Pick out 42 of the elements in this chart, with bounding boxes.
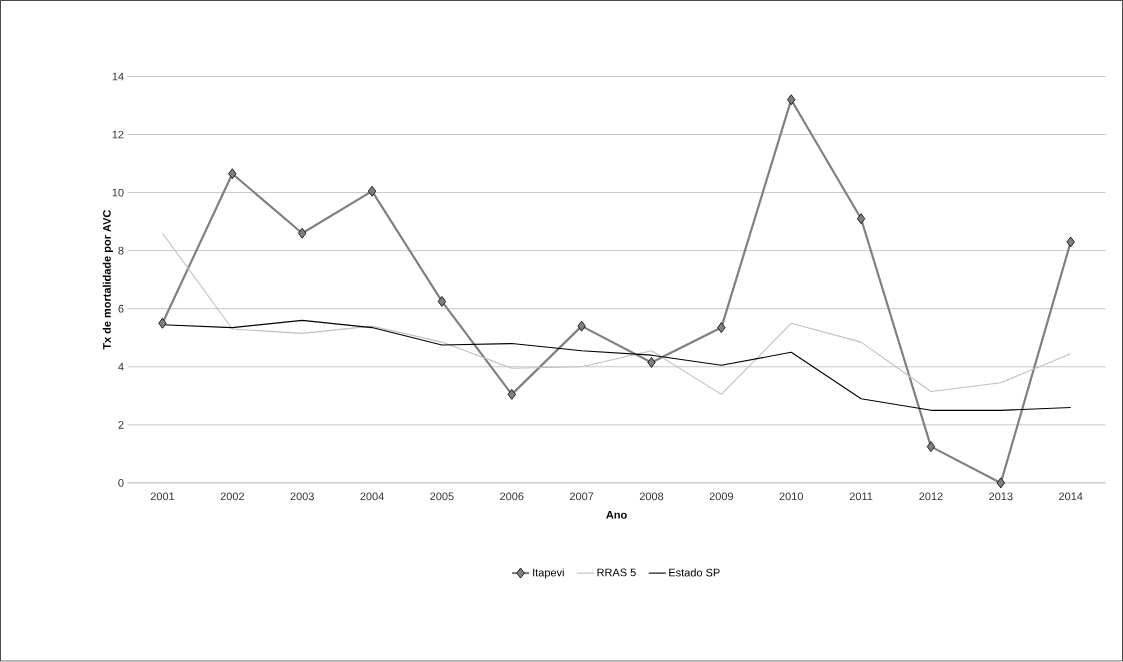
y-tick-label: 0 xyxy=(118,479,124,488)
x-axis-title: Ano xyxy=(606,511,627,519)
x-tick-label: 2010 xyxy=(779,492,803,501)
point xyxy=(1066,236,1075,248)
y-tick-label: 10 xyxy=(112,188,124,197)
x-tick-label: 2003 xyxy=(290,492,314,501)
point xyxy=(717,322,726,334)
x-tick-label: 2012 xyxy=(919,492,943,501)
x-tick-label: 2014 xyxy=(1059,492,1083,501)
y-tick-label: 2 xyxy=(118,421,124,429)
point xyxy=(856,213,866,225)
line-series xyxy=(161,232,1072,396)
point xyxy=(787,94,796,106)
legend-label: Itapevi xyxy=(533,568,564,579)
point xyxy=(507,389,516,401)
x-tick-label: 2001 xyxy=(150,492,175,501)
x-tick-label: 2002 xyxy=(220,492,244,501)
x-tick-label: 2006 xyxy=(500,492,524,501)
y-axis-title: Tx de mortalidade por AVC xyxy=(102,210,113,350)
x-tick-label: 2007 xyxy=(569,492,594,501)
x-tick-label: 2005 xyxy=(430,492,454,501)
y-tick-label: 8 xyxy=(118,247,124,255)
legend-label: Estado SP xyxy=(669,568,720,577)
y-tick-label: 6 xyxy=(118,305,124,313)
y-tick-label: 12 xyxy=(112,130,124,139)
y-tick-label: 14 xyxy=(112,72,124,81)
x-tick-label: 2004 xyxy=(360,492,384,501)
point xyxy=(577,320,586,332)
point xyxy=(926,441,936,453)
point xyxy=(228,168,237,180)
x-tick-label: 2009 xyxy=(709,492,734,501)
x-tick-label: 2013 xyxy=(989,492,1013,501)
point xyxy=(647,357,656,369)
point xyxy=(298,228,307,239)
legend-label: RRAS 5 xyxy=(597,568,636,577)
y-tick-label: 4 xyxy=(118,363,124,371)
x-tick-label: 2011 xyxy=(849,492,873,501)
point xyxy=(437,296,447,308)
point xyxy=(367,185,377,197)
point xyxy=(996,477,1005,489)
x-tick-label: 2008 xyxy=(639,492,664,501)
point xyxy=(158,318,167,329)
